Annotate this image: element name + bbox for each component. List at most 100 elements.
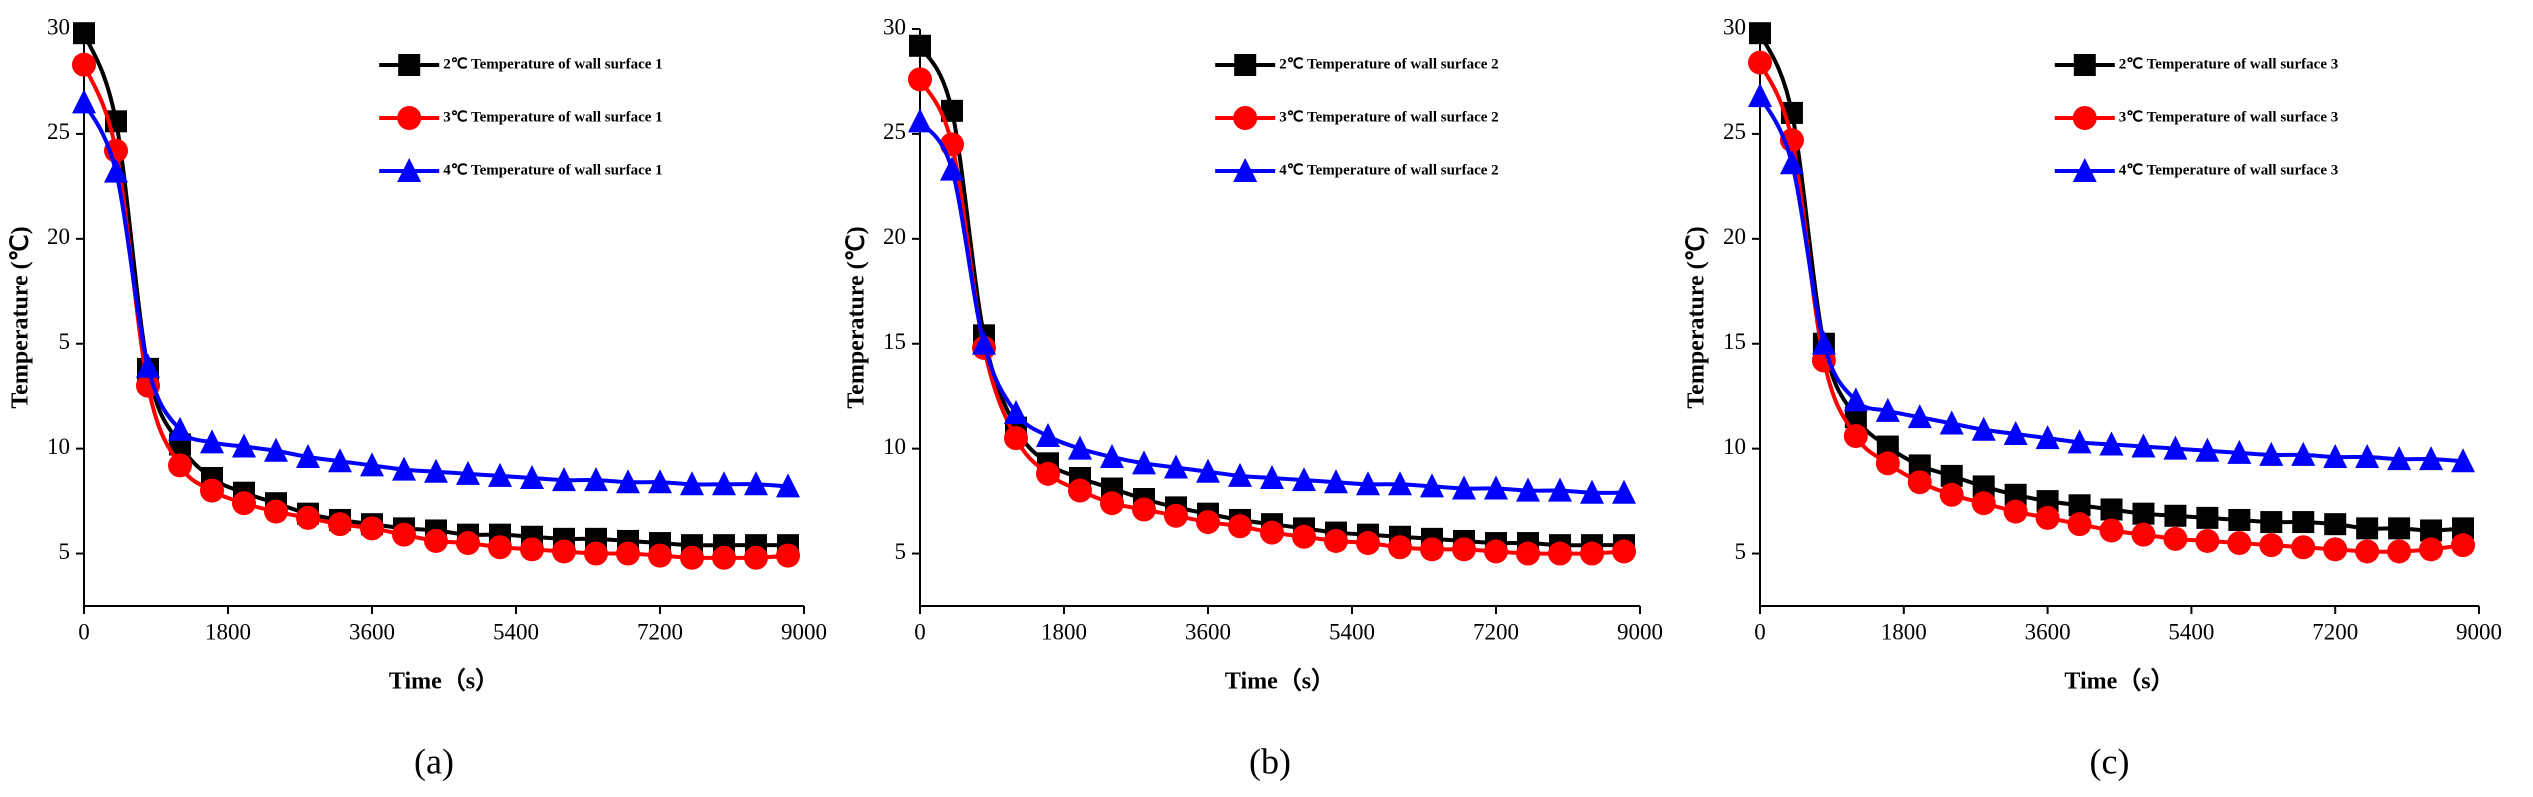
marker <box>1068 435 1092 460</box>
marker <box>168 416 192 441</box>
marker <box>2227 531 2252 556</box>
y-tick-label: 10 <box>1723 434 1746 459</box>
marker <box>2228 508 2251 531</box>
marker <box>1939 482 1964 507</box>
y-axis-label: Temperature (℃) <box>844 226 870 408</box>
legend-label: 3℃ Temperature of wall surface 3 <box>2119 109 2338 125</box>
marker <box>104 158 128 183</box>
marker <box>2099 431 2124 456</box>
legend-marker <box>1233 106 1258 130</box>
marker <box>1324 528 1348 553</box>
marker <box>2132 502 2155 525</box>
marker <box>2003 420 2028 445</box>
x-tick-label: 0 <box>78 619 90 644</box>
marker <box>2387 539 2412 564</box>
marker <box>1908 454 1931 477</box>
marker <box>520 537 544 562</box>
marker <box>1228 462 1252 487</box>
marker <box>1748 50 1772 75</box>
marker <box>648 543 672 568</box>
marker <box>776 543 800 568</box>
x-tick-label: 9000 <box>2456 619 2502 644</box>
marker <box>2195 528 2220 553</box>
x-tick-label: 5400 <box>1329 619 1375 644</box>
marker <box>2131 522 2156 547</box>
marker <box>1452 537 1476 562</box>
marker <box>2259 533 2284 558</box>
marker <box>2004 483 2027 506</box>
y-tick-label: 25 <box>1723 119 1746 144</box>
y-tick-label: 25 <box>47 119 70 144</box>
marker <box>2067 429 2092 454</box>
marker <box>2387 446 2412 471</box>
x-tick-label: 3600 <box>2025 619 2071 644</box>
y-tick-label: 30 <box>883 14 906 39</box>
marker <box>264 437 288 462</box>
marker <box>392 456 416 481</box>
legend-marker <box>1234 54 1257 76</box>
marker <box>1516 477 1540 502</box>
marker <box>2035 505 2060 530</box>
y-tick-label: 30 <box>47 14 70 39</box>
marker <box>1260 520 1284 545</box>
marker <box>941 99 963 122</box>
marker <box>456 531 480 556</box>
marker <box>1292 524 1316 549</box>
y-tick-label: 10 <box>47 434 70 459</box>
marker <box>1876 435 1899 458</box>
marker <box>1100 491 1124 516</box>
marker <box>1844 406 1867 429</box>
marker <box>2452 517 2475 540</box>
marker <box>360 452 384 477</box>
marker <box>1939 410 1964 435</box>
marker <box>616 469 640 494</box>
marker <box>1972 475 1995 498</box>
y-tick-label: 15 <box>1723 329 1746 354</box>
series-line <box>1758 61 2464 554</box>
marker <box>1580 541 1604 566</box>
marker <box>1164 454 1188 479</box>
x-axis-label: Time（s） <box>1225 668 1335 695</box>
y-axis-label: Temperature (℃) <box>1684 226 1710 408</box>
marker <box>232 491 256 516</box>
x-tick-label: 1800 <box>1041 619 1087 644</box>
marker <box>2035 425 2060 450</box>
marker <box>2100 498 2123 521</box>
legend-marker <box>2072 106 2097 130</box>
marker <box>2291 441 2316 466</box>
caption: (c) <box>2090 741 2130 781</box>
x-tick-label: 3600 <box>1185 619 1231 644</box>
marker <box>72 52 96 77</box>
legend-label: 2℃ Temperature of wall surface 1 <box>443 56 662 72</box>
marker <box>1907 404 1932 429</box>
marker <box>940 156 964 181</box>
legend-label: 4℃ Temperature of wall surface 1 <box>443 162 662 178</box>
marker <box>1843 387 1868 412</box>
marker <box>712 545 736 570</box>
x-tick-label: 5400 <box>2168 619 2214 644</box>
marker <box>456 460 480 485</box>
marker <box>2164 504 2187 527</box>
marker <box>680 471 704 496</box>
marker <box>2036 490 2059 513</box>
legend-marker <box>397 106 422 130</box>
marker <box>552 467 576 492</box>
legend-label: 2℃ Temperature of wall surface 2 <box>1279 56 1498 72</box>
marker <box>488 535 512 560</box>
marker <box>73 22 95 45</box>
marker <box>2067 512 2092 537</box>
marker <box>1356 471 1380 496</box>
marker <box>2355 539 2380 564</box>
marker <box>908 108 932 133</box>
marker <box>1612 479 1636 504</box>
legend-label: 3℃ Temperature of wall surface 2 <box>1279 109 1498 125</box>
legend-label: 4℃ Temperature of wall surface 3 <box>2119 162 2338 178</box>
marker <box>1004 399 1028 424</box>
x-tick-label: 1800 <box>1881 619 1927 644</box>
marker <box>2259 441 2284 466</box>
marker <box>1324 469 1348 494</box>
x-tick-label: 0 <box>1754 619 1766 644</box>
x-axis-label: Time（s） <box>2064 668 2174 695</box>
marker <box>2419 446 2444 471</box>
marker <box>1452 475 1476 500</box>
